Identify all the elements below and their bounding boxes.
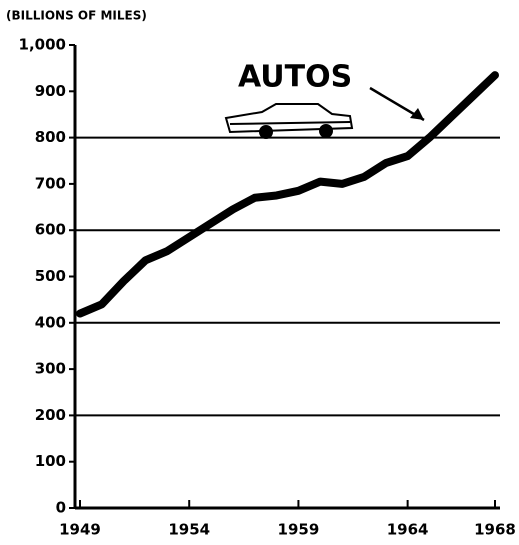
y-tick-label: 100 <box>35 452 66 470</box>
y-tick-label: 500 <box>35 267 66 285</box>
x-tick-label: 1968 <box>474 521 516 539</box>
x-tick-label: 1964 <box>387 521 429 539</box>
y-axis-label: (BILLIONS OF MILES) <box>6 9 147 23</box>
y-tick-label: 700 <box>35 174 66 192</box>
y-tick-label: 800 <box>35 128 66 146</box>
y-tick-label: 900 <box>35 82 66 100</box>
annotation: AUTOS <box>238 60 352 95</box>
y-tick-label: 200 <box>35 406 66 424</box>
y-tick-label: 400 <box>35 313 66 331</box>
y-tick-label: 1,000 <box>19 36 66 54</box>
y-tick-label: 600 <box>35 221 66 239</box>
y-tick-label: 0 <box>56 499 66 517</box>
x-tick-label: 1949 <box>59 521 101 539</box>
car-icon <box>226 104 352 138</box>
chart: (BILLIONS OF MILES) AUTOS 0 100 200 300 400 5… <box>0 0 519 545</box>
x-tick-label: 1954 <box>168 521 210 539</box>
x-tick-label: 1959 <box>278 521 320 539</box>
y-tick-label: 300 <box>35 360 66 378</box>
